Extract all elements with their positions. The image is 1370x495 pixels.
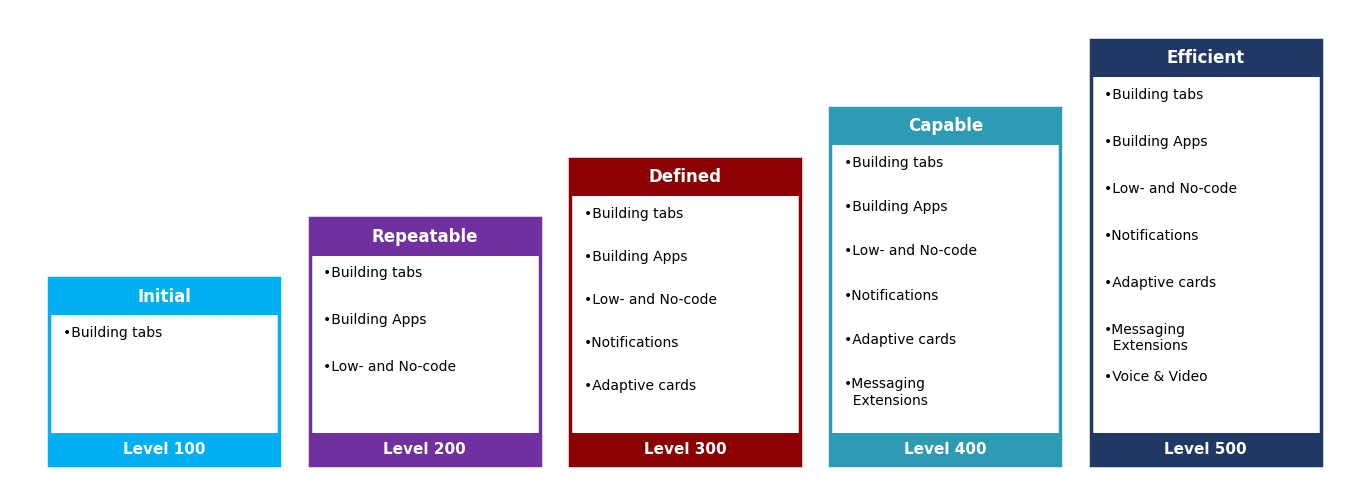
Text: •Voice & Video: •Voice & Video — [1104, 370, 1208, 384]
Bar — [830, 108, 1060, 145]
Text: •Notifications: •Notifications — [584, 336, 680, 350]
Bar — [310, 218, 540, 255]
Bar — [570, 433, 800, 465]
Text: •Building tabs: •Building tabs — [584, 207, 682, 221]
Text: •Building tabs: •Building tabs — [844, 156, 943, 170]
Text: •Adaptive cards: •Adaptive cards — [584, 379, 696, 394]
Text: •Notifications: •Notifications — [844, 289, 940, 303]
Text: •Notifications: •Notifications — [1104, 229, 1200, 243]
Bar — [310, 218, 540, 465]
Bar — [570, 159, 800, 196]
Text: Level 300: Level 300 — [644, 442, 726, 457]
Text: •Low- and No-code: •Low- and No-code — [584, 293, 717, 307]
Text: •Building Apps: •Building Apps — [1104, 135, 1208, 148]
Text: Level 200: Level 200 — [384, 442, 466, 457]
Text: •Low- and No-code: •Low- and No-code — [1104, 182, 1237, 196]
Text: Level 400: Level 400 — [904, 442, 986, 457]
Bar — [1091, 433, 1321, 465]
Text: •Adaptive cards: •Adaptive cards — [844, 333, 956, 347]
Text: •Messaging
  Extensions: •Messaging Extensions — [1104, 323, 1188, 353]
Text: Repeatable: Repeatable — [371, 228, 478, 246]
Text: •Adaptive cards: •Adaptive cards — [1104, 276, 1217, 290]
Text: •Building tabs: •Building tabs — [1104, 88, 1203, 101]
Bar — [49, 278, 279, 465]
Bar — [570, 159, 800, 465]
Bar — [49, 433, 279, 465]
Text: •Building Apps: •Building Apps — [844, 200, 948, 214]
Bar — [310, 433, 540, 465]
Bar — [1091, 40, 1321, 77]
Text: •Low- and No-code: •Low- and No-code — [844, 245, 977, 258]
Text: Level 500: Level 500 — [1164, 442, 1247, 457]
Bar — [1091, 40, 1321, 465]
Bar — [830, 108, 1060, 465]
Text: •Building Apps: •Building Apps — [584, 250, 688, 264]
Text: Capable: Capable — [908, 117, 982, 135]
Text: Level 100: Level 100 — [123, 442, 206, 457]
Text: Defined: Defined — [648, 168, 722, 186]
Text: •Building Apps: •Building Apps — [323, 313, 427, 327]
Text: •Messaging
  Extensions: •Messaging Extensions — [844, 378, 927, 408]
Text: •Building tabs: •Building tabs — [323, 266, 422, 280]
Bar — [49, 278, 279, 315]
Text: •Low- and No-code: •Low- and No-code — [323, 360, 456, 374]
Text: Efficient: Efficient — [1166, 49, 1245, 67]
Text: Initial: Initial — [137, 288, 192, 305]
Text: •Building tabs: •Building tabs — [63, 326, 162, 340]
Bar — [830, 433, 1060, 465]
